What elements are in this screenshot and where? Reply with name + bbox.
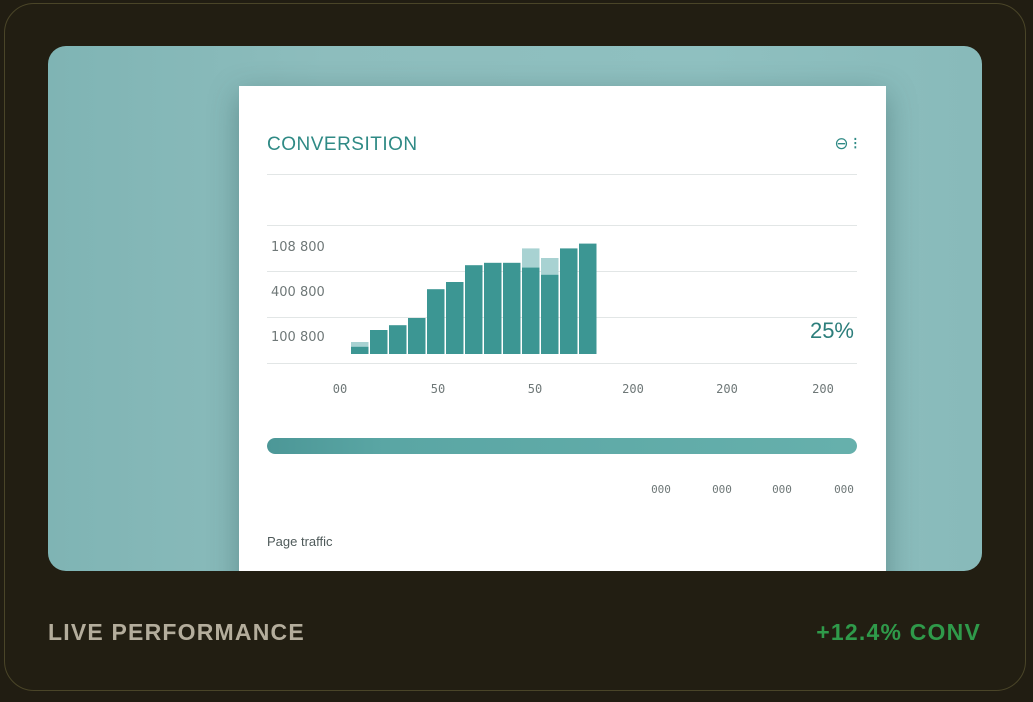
bar [408, 318, 426, 354]
dashboard-preview: CONVERSITION ⊖ ⁝ 108 800 400 800 100 800… [48, 46, 982, 571]
x-tick-label: 200 [716, 382, 738, 396]
bar [560, 248, 578, 354]
x-tick-label: 50 [430, 382, 446, 396]
progress-bar [267, 438, 857, 454]
divider [267, 174, 857, 175]
conversion-change-label: +12.4% CONV [816, 619, 981, 645]
card-title: CONVERSITION [267, 134, 418, 155]
bar [351, 346, 369, 354]
y-tick-label: 400 800 [271, 285, 325, 300]
gridline [267, 363, 857, 364]
live-performance-label: LIVE PERFORMANCE [48, 619, 305, 645]
bar [579, 243, 597, 354]
page-traffic-label: Page traffic [267, 534, 333, 549]
x-tick-label: 00 [332, 382, 348, 396]
progress-label: 000 [834, 483, 854, 496]
bar [465, 265, 483, 354]
conversion-card: CONVERSITION ⊖ ⁝ 108 800 400 800 100 800… [239, 86, 886, 571]
progress-fill [267, 438, 857, 454]
bar [446, 282, 464, 354]
bar [522, 267, 540, 354]
progress-label: 000 [772, 483, 792, 496]
bar [427, 289, 445, 354]
y-tick-label: 100 800 [271, 330, 325, 345]
progress-label: 000 [651, 483, 671, 496]
y-tick-label: 108 800 [271, 240, 325, 255]
menu-icon[interactable]: ⁝ [852, 134, 858, 153]
circle-minus-icon[interactable]: ⊖ [834, 134, 849, 153]
bar [389, 325, 407, 354]
x-tick-label: 200 [812, 382, 834, 396]
conversion-percent: 25% [809, 318, 854, 343]
bar [541, 274, 559, 354]
gridline [267, 225, 857, 226]
bar [370, 330, 388, 354]
progress-label: 000 [712, 483, 732, 496]
x-tick-label: 200 [622, 382, 644, 396]
x-tick-label: 50 [527, 382, 543, 396]
card-actions: ⊖ ⁝ [834, 134, 858, 154]
bar [503, 262, 521, 354]
bar [484, 262, 502, 354]
bar-chart [351, 243, 597, 354]
